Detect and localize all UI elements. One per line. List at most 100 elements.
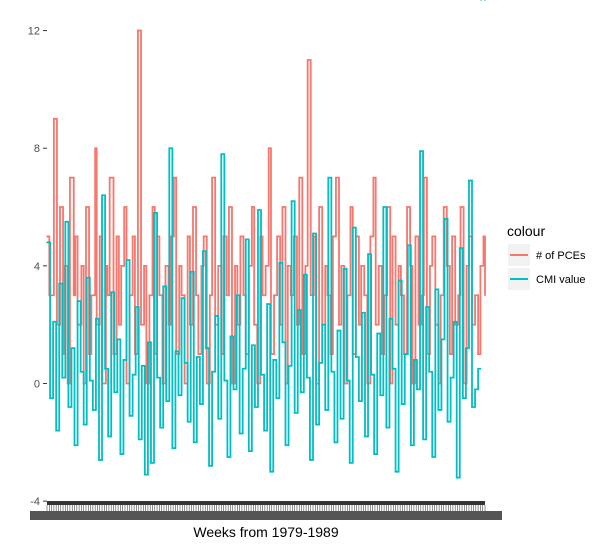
data-point [321, 323, 323, 326]
data-point [484, 294, 486, 297]
x-tick-labels-overlap [30, 511, 502, 520]
data-point [400, 403, 403, 405]
data-point [296, 309, 299, 311]
data-point [397, 265, 400, 267]
data-point [266, 303, 268, 305]
data-point [303, 273, 305, 276]
data-point [231, 382, 233, 385]
data-point [200, 265, 203, 267]
data-point [411, 382, 414, 385]
data-point [251, 344, 253, 347]
data-point [425, 306, 427, 308]
legend-title: colour [507, 223, 545, 239]
data-point [443, 217, 446, 220]
data-point [217, 265, 220, 267]
data-point [363, 294, 366, 297]
data-point [164, 265, 167, 267]
data-point [153, 212, 155, 214]
data-point [101, 194, 103, 197]
data-point [437, 409, 440, 411]
data-point [170, 235, 172, 238]
data-point [397, 279, 400, 282]
data-point [477, 367, 479, 370]
data-point [459, 206, 462, 208]
data-point [253, 323, 255, 326]
data-point [158, 294, 161, 297]
data-point [336, 329, 339, 332]
y-tick-label: 4 [34, 261, 40, 273]
data-point [431, 456, 434, 458]
data-point [428, 370, 430, 373]
data-point [232, 388, 235, 391]
data-point [351, 226, 354, 229]
y-tick-label: -4 [30, 496, 40, 508]
series-layer [46, 0, 486, 479]
data-point [134, 306, 137, 308]
data-point [69, 176, 71, 179]
data-point [180, 294, 183, 297]
data-point [46, 235, 48, 238]
data-point [284, 444, 287, 447]
data-point [431, 235, 434, 238]
data-point [348, 462, 351, 464]
data-point [137, 438, 140, 441]
data-point [90, 294, 93, 297]
data-point [330, 370, 333, 373]
data-point [324, 409, 327, 411]
data-point [439, 294, 442, 297]
data-point [332, 235, 334, 238]
x-axis-title: Weeks from 1979-1989 [193, 524, 338, 540]
data-point [338, 323, 340, 326]
data-point [416, 388, 418, 391]
data-point [373, 453, 375, 455]
data-point [388, 317, 391, 320]
data-point [76, 300, 79, 302]
data-point [217, 417, 220, 420]
data-point [147, 341, 149, 344]
data-point [205, 382, 208, 385]
data-point [140, 323, 142, 326]
data-point [144, 473, 146, 476]
data-point [465, 347, 467, 349]
data-point [186, 420, 189, 423]
data-point [451, 235, 453, 238]
data-point [89, 379, 91, 382]
data-point [335, 176, 337, 179]
data-point [131, 235, 134, 238]
data-point [131, 373, 134, 376]
data-point [309, 294, 312, 297]
data-point [261, 294, 264, 297]
data-point [110, 291, 113, 294]
data-point [479, 265, 482, 267]
data-point [248, 450, 250, 452]
data-point [125, 259, 128, 261]
data-point [372, 176, 375, 179]
data-point [364, 435, 366, 438]
data-point [324, 265, 327, 267]
data-point [290, 200, 293, 202]
data-point [269, 470, 272, 473]
data-point [414, 235, 417, 238]
data-point [484, 0, 486, 1]
data-point [449, 376, 452, 379]
data-point [377, 265, 380, 267]
data-point [192, 206, 194, 208]
data-point [318, 362, 320, 364]
data-point [293, 412, 296, 414]
data-point [440, 338, 443, 341]
data-point [53, 118, 55, 120]
data-point [340, 265, 343, 267]
x-axis-line [47, 501, 485, 505]
data-point [98, 235, 101, 238]
data-point [374, 323, 377, 326]
data-point [128, 415, 131, 417]
data-point [55, 429, 57, 432]
data-point [98, 459, 100, 461]
data-point [140, 365, 143, 367]
data-point [345, 379, 348, 382]
data-point [174, 350, 177, 352]
y-tick-label: 8 [34, 143, 40, 155]
data-point [381, 353, 383, 355]
data-point [254, 406, 256, 408]
